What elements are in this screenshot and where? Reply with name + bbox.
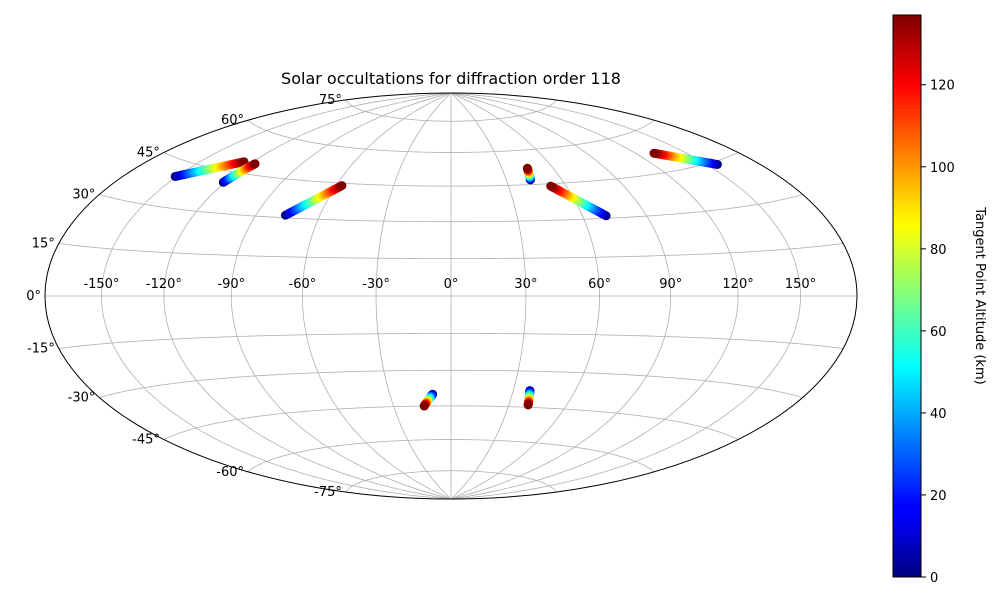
occultation-track <box>523 386 535 410</box>
longitude-tick-label: 30° <box>514 277 537 292</box>
colorbar <box>892 14 922 578</box>
longitude-gridline <box>301 93 452 499</box>
track-point <box>649 148 659 158</box>
latitude-tick-label: 45° <box>137 145 160 160</box>
latitude-tick-label: -15° <box>27 342 55 357</box>
longitude-tick-label: 90° <box>659 277 682 292</box>
latitude-tick-label: 75° <box>319 93 342 108</box>
latitude-tick-label: -45° <box>132 433 160 448</box>
longitude-gridline <box>163 93 452 499</box>
latitude-tick-label: 60° <box>221 113 244 128</box>
colorbar-tick-label: 60 <box>930 325 947 340</box>
longitude-tick-label: 120° <box>722 277 753 292</box>
occultation-track <box>522 163 535 185</box>
occultation-track <box>218 159 260 187</box>
colorbar-tick-label: 120 <box>930 79 955 94</box>
latitude-tick-label: -75° <box>314 485 342 500</box>
colorbar-tick-label: 0 <box>930 571 938 586</box>
latitude-tick-label: -30° <box>68 391 96 406</box>
occultation-track <box>546 181 611 221</box>
longitude-tick-label: -120° <box>146 277 182 292</box>
colorbar-tick-label: 20 <box>930 489 947 504</box>
longitude-tick-label: -60° <box>289 277 317 292</box>
longitude-tick-label: -150° <box>83 277 119 292</box>
track-point <box>522 163 532 173</box>
track-point <box>546 181 556 191</box>
map-outline <box>44 92 858 500</box>
longitude-gridline <box>450 93 672 499</box>
longitude-gridline <box>450 93 601 499</box>
occultation-tracks <box>170 148 722 411</box>
longitude-gridline <box>375 93 452 499</box>
longitude-tick-labels: -150° -120° -90° -60° -30° 0° 30° 60° 90° 120° 150… <box>83 277 816 292</box>
track-point <box>250 159 260 169</box>
latitude-tick-label: -60° <box>216 465 244 480</box>
track-point <box>337 181 347 191</box>
longitude-tick-label: -30° <box>362 277 390 292</box>
colorbar-tick-label: 100 <box>930 161 955 176</box>
longitude-tick-label: 0° <box>444 277 459 292</box>
latitude-tick-label: 0° <box>26 289 41 304</box>
longitude-gridline <box>230 93 452 499</box>
colorbar-tick-label: 80 <box>930 243 947 258</box>
occultation-track <box>280 181 347 220</box>
occultation-track <box>649 148 722 169</box>
colorbar-label: Tangent Point Altitude (km) <box>972 206 987 384</box>
latitude-tick-label: 15° <box>32 236 55 251</box>
chart-title: Solar occultations for diffraction order… <box>281 69 621 88</box>
track-point <box>419 401 429 411</box>
occultation-track <box>170 157 249 181</box>
longitude-gridline <box>450 93 739 499</box>
longitude-gridline <box>450 93 801 499</box>
colorbar-tick-label: 40 <box>930 407 947 422</box>
occultation-track <box>419 389 438 411</box>
longitude-gridline <box>450 93 527 499</box>
longitude-gridline <box>101 93 452 499</box>
longitude-tick-label: 150° <box>785 277 816 292</box>
latitude-tick-label: 30° <box>72 188 95 203</box>
track-point <box>523 400 533 410</box>
map-gridlines <box>45 93 857 499</box>
latitude-tick-labels: -75° -60° -45° -30° -15° 0° 15° 30° 45° 60° 75° <box>26 93 342 500</box>
colorbar-ticks: 0 20 40 60 80 100 120 <box>921 79 955 586</box>
longitude-tick-label: 60° <box>588 277 611 292</box>
longitude-tick-label: -90° <box>217 277 245 292</box>
